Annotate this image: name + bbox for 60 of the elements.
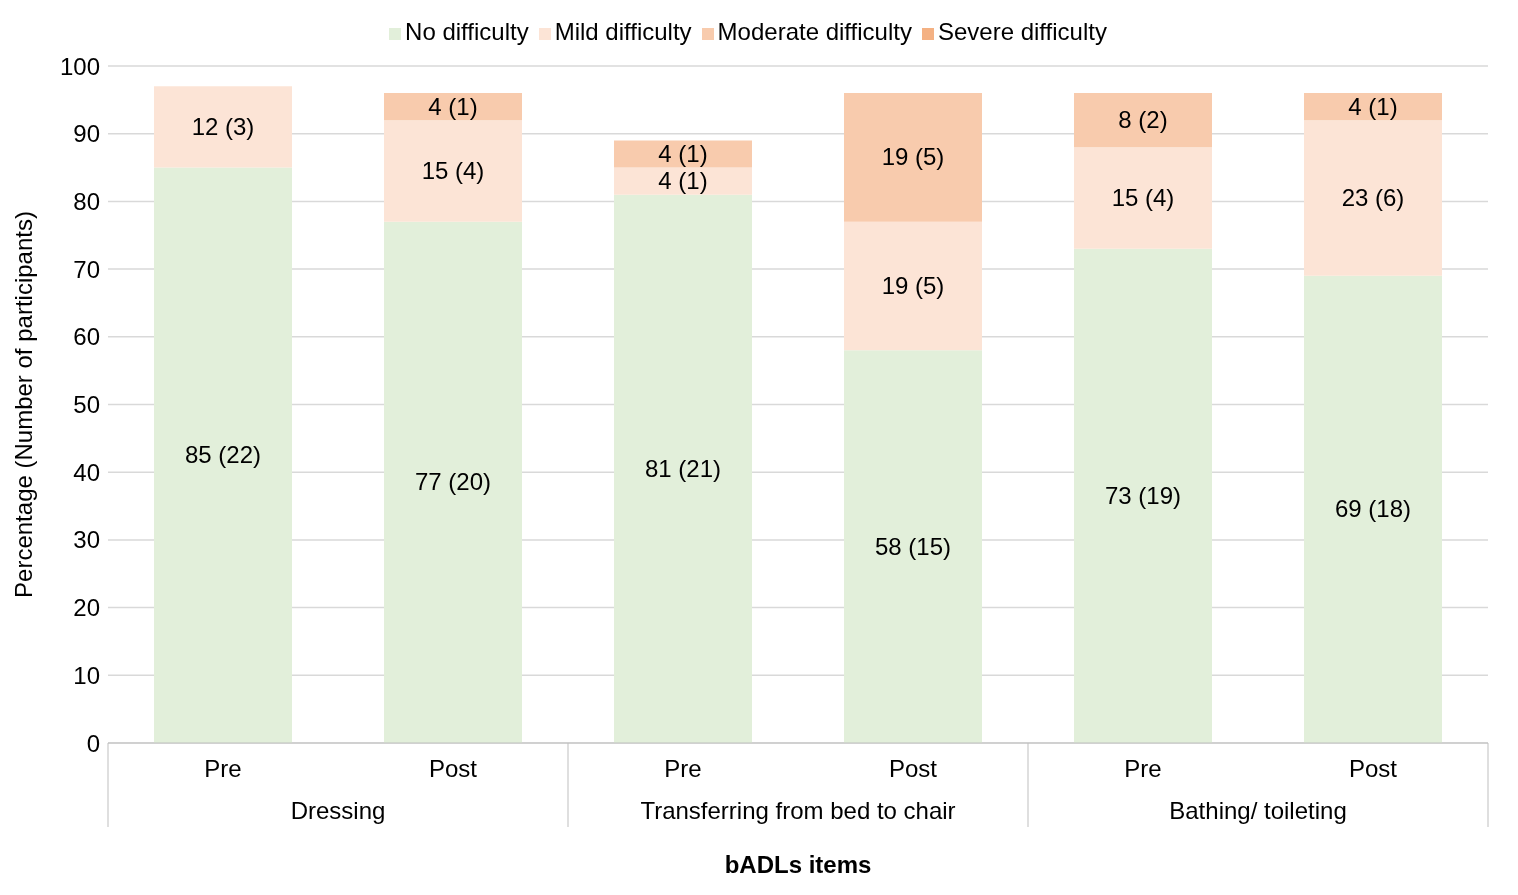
data-label: 4 (1) [658, 140, 708, 168]
data-label: 15 (4) [421, 156, 485, 184]
bar [844, 221, 982, 351]
bar [384, 93, 522, 121]
bar [384, 120, 522, 222]
y-axis-title: Percentage (Number of participants) [9, 211, 37, 598]
bar [614, 167, 752, 195]
data-label: 8 (2) [1118, 106, 1168, 134]
x-tick-label: Post [888, 755, 938, 782]
data-label: 85 (22) [184, 441, 262, 469]
data-label: 73 (19) [1104, 481, 1182, 509]
y-tick-label: 70 [73, 255, 100, 283]
bar [1304, 275, 1442, 743]
legend-label: Mild difficulty [554, 18, 692, 45]
x-tick-label: Pre [664, 755, 702, 782]
text: Dressing [290, 797, 386, 824]
legend-label: Moderate difficulty [717, 18, 912, 45]
bar [614, 194, 752, 743]
y-tick-label: 60 [73, 323, 100, 351]
bar [154, 167, 292, 743]
y-tick-label: 80 [73, 187, 100, 215]
bar [1304, 120, 1442, 276]
bar [1304, 93, 1442, 121]
text: Bathing/ toileting [1169, 797, 1347, 824]
x-axis-title: bADLs items [724, 851, 872, 878]
data-label: 4 (1) [658, 167, 708, 195]
y-tick-label: 30 [73, 526, 100, 554]
data-label: 15 (4) [1111, 184, 1175, 212]
bar [844, 93, 982, 222]
x-tick-label: Post [428, 755, 478, 782]
bar [1074, 248, 1212, 743]
x-tick-label: Post [1348, 755, 1398, 782]
data-label: 81 (21) [644, 454, 722, 482]
x-tick-label: Pre [1124, 755, 1162, 782]
y-tick-label: 20 [73, 594, 100, 622]
data-label: 77 (20) [414, 468, 492, 496]
legend-label: Severe difficulty [937, 18, 1107, 45]
bar [154, 86, 292, 168]
y-tick-label: 90 [73, 120, 100, 148]
bar [614, 140, 752, 168]
bar [1074, 147, 1212, 249]
y-tick-label: 40 [73, 458, 100, 486]
data-label: 4 (1) [1348, 92, 1398, 120]
data-label: 4 (1) [428, 92, 478, 120]
data-label: 12 (3) [191, 112, 255, 140]
x-tick-label: Pre [204, 755, 242, 782]
data-label: 19 (5) [881, 143, 945, 171]
bar [844, 350, 982, 743]
legend-label: No difficulty [405, 18, 529, 45]
y-tick-label: 100 [59, 52, 100, 80]
data-label: 23 (6) [1341, 184, 1405, 212]
y-tick-label: 10 [73, 661, 100, 689]
y-tick-label: 0 [86, 729, 100, 757]
bar [384, 221, 522, 743]
data-label: 19 (5) [881, 272, 945, 300]
y-tick-label: 50 [73, 391, 100, 419]
data-label: 69 (18) [1334, 495, 1412, 523]
bar [1074, 93, 1212, 148]
text: Transferring from bed to chair [640, 797, 956, 824]
data-label: 58 (15) [874, 532, 952, 560]
